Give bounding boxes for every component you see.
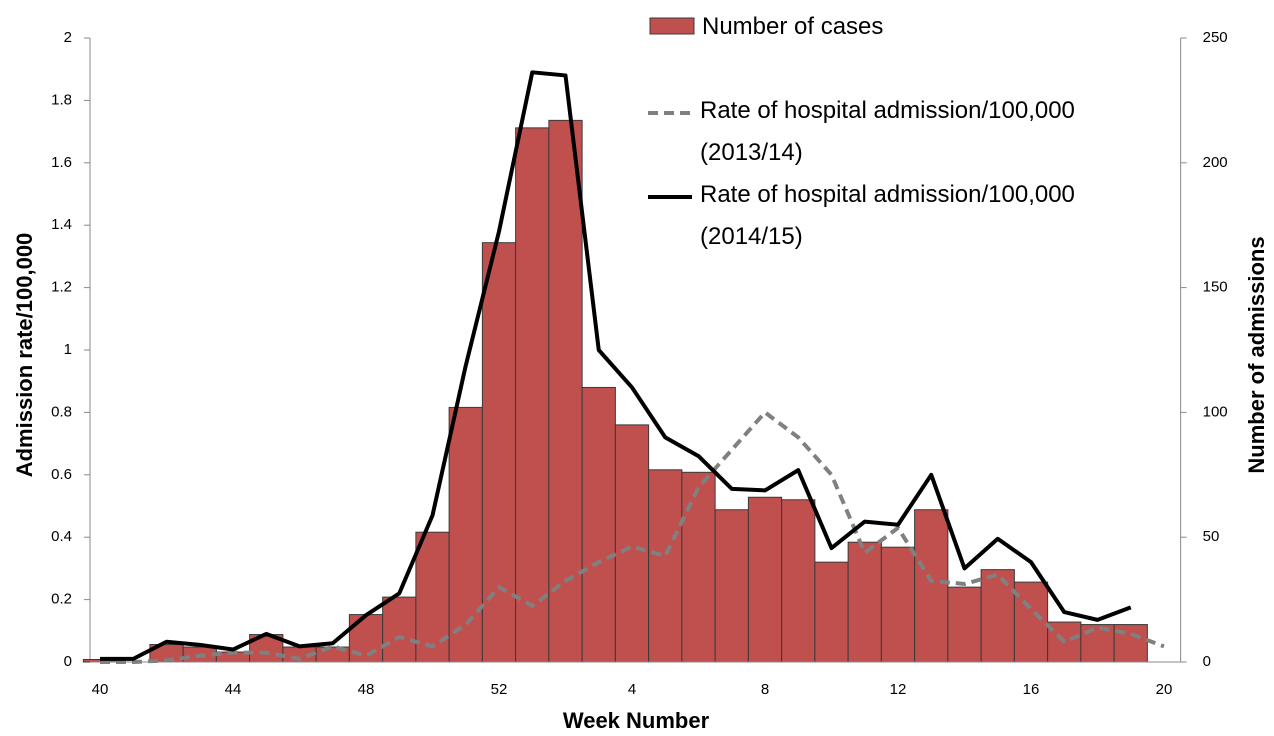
legend-swatch — [649, 17, 695, 35]
y-tick-label: 2 — [64, 29, 72, 46]
x-tick-label: 12 — [890, 681, 907, 698]
y-tick-label: 0 — [64, 653, 72, 670]
bar — [548, 119, 583, 663]
x-axis-title: Week Number — [563, 708, 710, 733]
bar — [814, 561, 849, 663]
bar — [581, 386, 616, 663]
x-tick-label: 52 — [491, 681, 508, 698]
y2-axis-title: Number of admissions — [1244, 236, 1269, 473]
bar — [515, 127, 550, 663]
y-tick-label: 1.4 — [51, 216, 72, 233]
y2-tick-label: 150 — [1203, 279, 1228, 296]
y-tick-label: 1.8 — [51, 91, 72, 108]
bar — [947, 586, 982, 663]
x-tick-label: 8 — [761, 681, 769, 698]
x-tick-label: 40 — [92, 681, 109, 698]
x-tick-label: 48 — [358, 681, 375, 698]
y-tick-label: 1.6 — [51, 154, 72, 171]
bar — [348, 614, 384, 663]
line — [100, 410, 1165, 664]
x-tick-label: 16 — [1023, 681, 1040, 698]
line — [100, 70, 1132, 661]
legend-label: Rate of hospital admission/100,000 (2014… — [700, 181, 1075, 250]
y-tick-label: 1 — [64, 341, 72, 358]
bar — [681, 471, 716, 663]
bar — [747, 496, 783, 663]
bar — [614, 424, 650, 663]
y-axis-title: Admission rate/100,000 — [12, 233, 37, 478]
bar — [914, 509, 949, 663]
y2-tick-label: 250 — [1203, 29, 1228, 46]
bar — [648, 469, 683, 663]
bar — [415, 531, 450, 663]
y-tick-label: 0.4 — [51, 528, 72, 545]
x-tick-label: 4 — [628, 681, 636, 698]
x-tick-label: 20 — [1156, 681, 1173, 698]
y-tick-label: 0.8 — [51, 403, 72, 420]
y2-tick-label: 100 — [1203, 403, 1228, 420]
bar — [448, 406, 483, 663]
bar — [847, 541, 882, 663]
bar — [880, 546, 916, 663]
y2-tick-label: 200 — [1203, 154, 1228, 171]
bar — [781, 499, 816, 663]
y-tick-label: 0.6 — [51, 466, 72, 483]
bar — [481, 242, 517, 663]
bar — [980, 569, 1015, 663]
y2-tick-label: 50 — [1203, 528, 1220, 545]
y-tick-label: 1.2 — [51, 279, 72, 296]
bar — [714, 509, 749, 663]
x-tick-label: 44 — [225, 681, 242, 698]
bar — [382, 596, 417, 663]
legend-label: Number of cases — [702, 13, 884, 40]
y2-tick-label: 0 — [1203, 653, 1211, 670]
legend-label: Rate of hospital admission/100,000 (2013… — [700, 97, 1075, 166]
y-tick-label: 0.2 — [51, 591, 72, 608]
